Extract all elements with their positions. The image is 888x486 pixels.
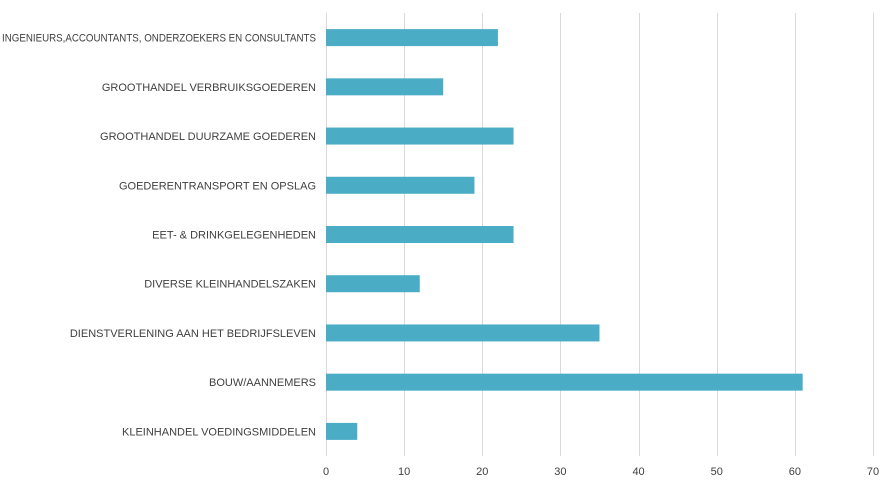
- x-tick-label: 10: [398, 466, 410, 478]
- category-label: KLEINHANDEL VOEDINGSMIDDELEN: [122, 426, 316, 438]
- x-tick-label: 30: [554, 466, 566, 478]
- bar: [326, 373, 803, 391]
- bars: [326, 29, 803, 440]
- bar: [326, 127, 514, 145]
- bar: [326, 78, 444, 96]
- bar: [326, 226, 514, 243]
- category-label: GROOTHANDEL DUURZAME GOEDEREN: [100, 131, 316, 143]
- x-tick-label: 60: [789, 466, 801, 478]
- x-tick-label: 40: [632, 466, 644, 478]
- category-label: EET- & DRINKGELEGENHEDEN: [152, 230, 316, 242]
- bar: [326, 324, 600, 342]
- x-tick-label: 50: [711, 466, 723, 478]
- bar: [326, 275, 420, 293]
- x-tick-label: 70: [867, 466, 879, 478]
- category-labels: INGENIEURS,ACCOUNTANTS, ONDERZOEKERS EN …: [2, 33, 316, 439]
- category-label: GOEDERENTRANSPORT EN OPSLAG: [119, 180, 316, 192]
- bar: [326, 176, 475, 194]
- category-label: INGENIEURS,ACCOUNTANTS, ONDERZOEKERS EN …: [2, 33, 316, 45]
- x-axis-tick-labels: 0 10 20 30 40 50 60 70: [323, 466, 879, 478]
- category-label: GROOTHANDEL VERBRUIKSGOEDEREN: [102, 82, 316, 94]
- x-tick-label: 0: [323, 466, 329, 478]
- bar: [326, 29, 498, 47]
- category-label: DIVERSE KLEINHANDELSZAKEN: [144, 279, 316, 291]
- bar: [326, 422, 358, 440]
- category-label: DIENSTVERLENING AAN HET BEDRIJFSLEVEN: [70, 328, 316, 340]
- x-tick-label: 20: [476, 466, 488, 478]
- category-label: BOUW/AANNEMERS: [209, 377, 316, 389]
